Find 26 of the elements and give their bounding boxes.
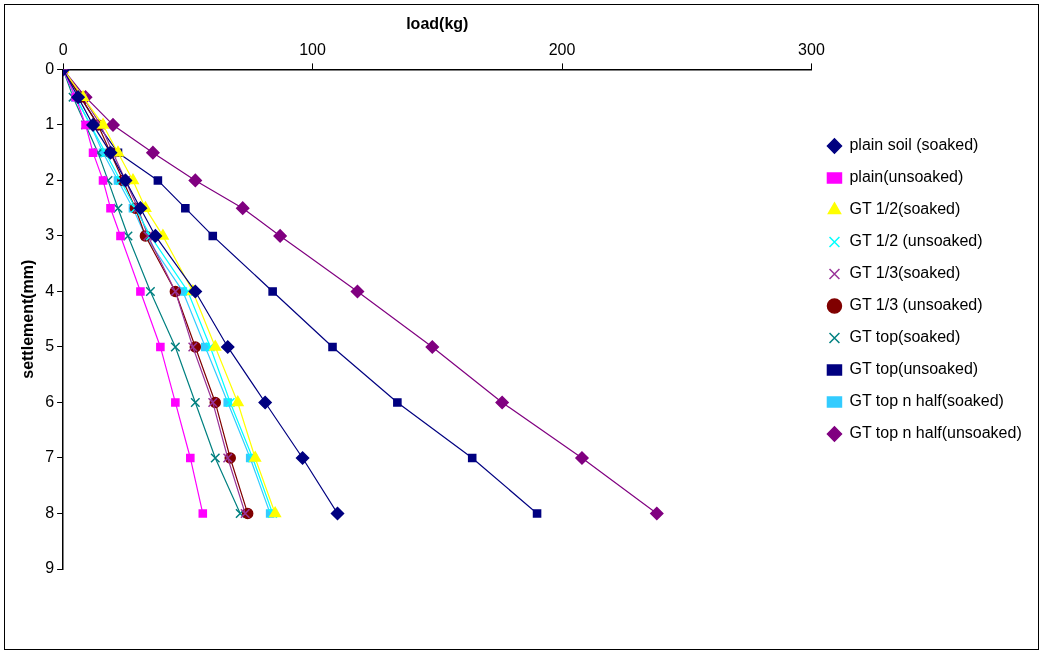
- x-tick-label: 100: [299, 41, 326, 59]
- legend-label: GT 1/3 (unsoaked): [849, 296, 983, 314]
- x-tick-label: 300: [798, 41, 825, 59]
- y-tick-label: 1: [45, 115, 55, 133]
- legend-label: GT 1/2 (unsoaked): [849, 232, 983, 250]
- y-tick-label: 3: [45, 226, 55, 244]
- legend-label: plain(unsoaked): [849, 168, 964, 186]
- legend-label: GT top n half(soaked): [849, 392, 1004, 410]
- x-axis-title: load(kg): [406, 15, 469, 33]
- legend-label: GT top(soaked): [849, 328, 961, 346]
- y-tick-label: 0: [45, 59, 55, 77]
- y-tick-label: 4: [45, 281, 55, 299]
- y-tick-label: 6: [45, 392, 55, 410]
- y-tick-label: 5: [45, 337, 55, 355]
- legend-label: GT 1/2(soaked): [849, 200, 961, 218]
- y-tick-label: 2: [45, 170, 55, 188]
- legend-label: GT top(unsoaked): [849, 360, 979, 378]
- y-axis-title: settlement(mm): [19, 259, 37, 379]
- legend-label: GT 1/3(soaked): [849, 264, 961, 282]
- y-tick-label: 9: [45, 559, 55, 577]
- y-tick-label: 7: [45, 448, 55, 466]
- x-tick-label: 200: [548, 41, 576, 59]
- y-tick-label: 8: [45, 503, 55, 521]
- legend-label: plain soil (soaked): [849, 136, 979, 154]
- x-tick-label: 0: [58, 41, 68, 59]
- legend-label: GT top n half(unsoaked): [849, 424, 1022, 442]
